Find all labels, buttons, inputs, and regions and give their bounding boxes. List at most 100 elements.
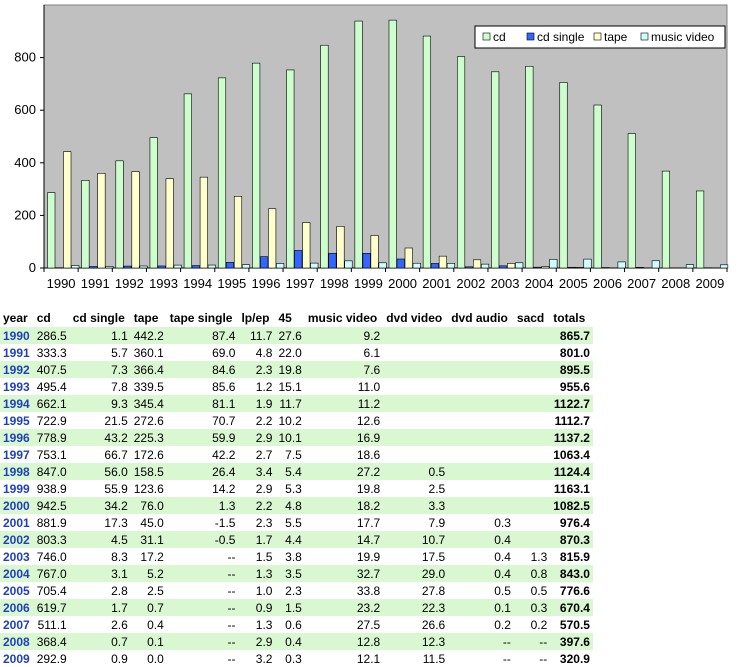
table-cell — [513, 412, 551, 429]
table-cell: 69.0 — [166, 344, 239, 361]
bar-cd-1994 — [183, 93, 192, 269]
table-cell: 45.0 — [130, 514, 167, 531]
table-cell: 19.8 — [304, 480, 384, 497]
table-cell: 0.6 — [275, 616, 305, 633]
y-tick-label: 0 — [29, 260, 36, 275]
year-cell: 2002 — [0, 531, 34, 548]
y-tick-label: 200 — [14, 207, 36, 222]
bar-cd-single-2004 — [533, 266, 542, 269]
table-cell: 4.8 — [238, 344, 276, 361]
bar-tape-2003 — [507, 263, 516, 269]
table-cell: -- — [166, 599, 239, 616]
table-cell: 5.4 — [275, 463, 305, 480]
bar-music-video-1996 — [276, 263, 285, 269]
table-cell: 0.5 — [383, 463, 449, 480]
year-cell: 1991 — [0, 344, 34, 361]
table-cell: 55.9 — [69, 480, 131, 497]
table-cell: 2.9 — [238, 480, 276, 497]
year-cell: 2005 — [0, 582, 34, 599]
year-cell: 2007 — [0, 616, 34, 633]
table-cell: 21.5 — [69, 412, 131, 429]
total-cell: 865.7 — [550, 327, 593, 344]
bar-cd-single-2003 — [499, 265, 508, 269]
table-cell: 81.1 — [166, 395, 239, 412]
y-tick-label: 600 — [14, 102, 36, 117]
bar-music-video-1999 — [378, 262, 387, 269]
table-cell — [448, 395, 514, 412]
table-cell: 0.2 — [448, 616, 514, 633]
table-cell: 333.3 — [33, 344, 70, 361]
table-cell: 26.6 — [383, 616, 449, 633]
table-cell: 11.7 — [275, 395, 305, 412]
table-cell: 753.1 — [33, 446, 70, 463]
table-cell: 27.5 — [304, 616, 384, 633]
table-cell: 2.3 — [238, 514, 276, 531]
year-cell: 2006 — [0, 599, 34, 616]
x-tick-label: 1997 — [286, 276, 315, 291]
bar-tape-1998 — [336, 226, 345, 269]
bar-cd-2002 — [456, 56, 466, 269]
table-row: 1990 286.5 1.1 442.2 87.4 11.7 27.6 9.2 865.7 — [0, 327, 593, 344]
table-cell: 17.2 — [130, 548, 167, 565]
bar-tape-1997 — [302, 222, 311, 269]
table-cell: 339.5 — [130, 378, 167, 395]
table-cell: 7.8 — [69, 378, 131, 395]
total-cell: 1063.4 — [550, 446, 593, 463]
table-row: 1992 407.5 7.3 366.4 84.6 2.3 19.8 7.6 895.5 — [0, 361, 593, 378]
table-cell: 14.7 — [304, 531, 384, 548]
table-cell: 0.3 — [448, 514, 514, 531]
bar-cd-2008 — [661, 170, 671, 269]
bar-music-video-2006 — [617, 261, 626, 269]
bar-music-video-2004 — [549, 259, 558, 269]
chart-svg: 0 200 400 600 800 1990 1991 1992 1993 1994 1995 199… — [14, 4, 729, 291]
bar-cd-1995 — [217, 77, 227, 269]
bar-tape-1995 — [233, 196, 243, 269]
table-cell: 3.4 — [238, 463, 276, 480]
table-cell: 17.3 — [69, 514, 131, 531]
table-cell: 0.9 — [238, 599, 276, 616]
table-cell: 1.7 — [238, 531, 276, 548]
table-cell: 1.3 — [238, 616, 276, 633]
table-cell: 27.2 — [304, 463, 384, 480]
legend-swatch-cd — [482, 32, 491, 41]
table-cell — [383, 361, 449, 378]
legend-swatch-tape — [593, 32, 602, 41]
x-tick-label: 2005 — [559, 276, 588, 291]
table-cell: 12.1 — [304, 650, 384, 667]
table-cell: 4.5 — [69, 531, 131, 548]
table-cell: 442.2 — [130, 327, 167, 344]
table-cell: 803.3 — [33, 531, 70, 548]
table-cell: 1.1 — [69, 327, 131, 344]
bar-cd-single-1993 — [157, 265, 166, 269]
table-cell: 0.7 — [130, 599, 167, 616]
table-cell: 0.1 — [448, 599, 514, 616]
table-cell: 70.7 — [166, 412, 239, 429]
table-cell — [383, 412, 449, 429]
column-header: tape — [133, 311, 159, 325]
table-cell: 1.3 — [513, 548, 551, 565]
bar-tape-1996 — [268, 208, 277, 269]
table-cell — [513, 514, 551, 531]
table-cell: 360.1 — [130, 344, 167, 361]
table-row: 2008 368.4 0.7 0.1 -- 2.9 0.4 12.8 12.3 -- -- 397.6 — [0, 633, 593, 650]
bar-cd-2003 — [491, 71, 500, 269]
table-cell: 0.4 — [448, 531, 514, 548]
year-cell: 1994 — [0, 395, 34, 412]
bar-tape-2005 — [575, 267, 584, 269]
table-cell: 22.3 — [383, 599, 449, 616]
table-cell: 407.5 — [33, 361, 70, 378]
table-cell — [448, 463, 514, 480]
table-cell: 292.9 — [33, 650, 70, 667]
table-cell: 3.8 — [275, 548, 305, 565]
bar-music-video-2003 — [515, 262, 524, 269]
table-cell — [448, 497, 514, 514]
table-header-row: year cd cd single tape tape single lp/ep 45 mus… — [0, 309, 593, 327]
x-tick-label: 2001 — [422, 276, 451, 291]
bar-cd-single-1994 — [191, 265, 200, 269]
total-cell: 1163.1 — [550, 480, 593, 497]
year-cell: 2001 — [0, 514, 34, 531]
table-cell — [448, 344, 514, 361]
table-cell: 0.4 — [275, 633, 305, 650]
table-cell: 5.3 — [275, 480, 305, 497]
table-cell: 272.6 — [130, 412, 167, 429]
